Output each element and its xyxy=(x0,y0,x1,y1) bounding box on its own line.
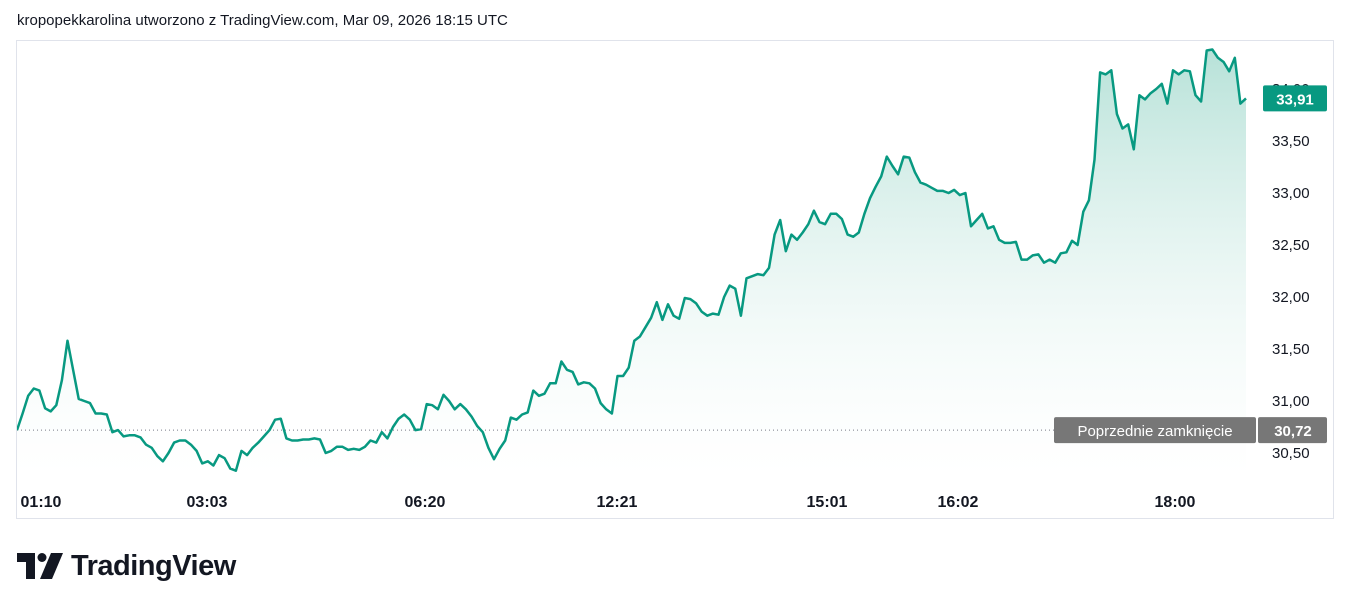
last-price-label: 33,91 xyxy=(1276,91,1314,108)
x-tick-label: 18:00 xyxy=(1155,494,1196,511)
x-tick-label: 01:10 xyxy=(21,494,62,511)
previous-close-value: 30,72 xyxy=(1274,423,1312,440)
price-area-fill xyxy=(17,49,1246,479)
tradingview-logo-icon xyxy=(17,553,63,579)
y-tick-label: 33,00 xyxy=(1272,185,1310,202)
tradingview-brand[interactable]: TradingView xyxy=(17,548,236,584)
last-price-badge xyxy=(1263,85,1327,112)
tradingview-wordmark: TradingView xyxy=(71,549,236,582)
x-tick-label: 15:01 xyxy=(807,494,848,511)
price-chart[interactable]: 30,5031,0031,5032,0032,5033,0033,5034,00… xyxy=(17,41,1335,520)
x-tick-label: 16:02 xyxy=(938,494,979,511)
previous-close-tag xyxy=(1054,417,1256,444)
previous-close-value-badge xyxy=(1258,417,1327,444)
y-tick-label: 32,00 xyxy=(1272,289,1310,306)
y-tick-label: 30,50 xyxy=(1272,445,1310,462)
y-tick-label: 33,50 xyxy=(1272,133,1310,150)
previous-close-text: Poprzednie zamknięcie xyxy=(1077,423,1232,440)
y-tick-label: 31,50 xyxy=(1272,341,1310,358)
y-tick-label: 31,00 xyxy=(1272,393,1310,410)
chart-caption: kropopekkarolina utworzono z TradingView… xyxy=(17,12,508,29)
x-tick-label: 12:21 xyxy=(597,494,638,511)
x-tick-label: 03:03 xyxy=(187,494,228,511)
price-series-line xyxy=(17,48,1247,472)
y-tick-label: 32,50 xyxy=(1272,237,1310,254)
chart-area[interactable]: 30,5031,0031,5032,0032,5033,0033,5034,00… xyxy=(16,40,1334,519)
x-tick-label: 06:20 xyxy=(405,494,446,511)
